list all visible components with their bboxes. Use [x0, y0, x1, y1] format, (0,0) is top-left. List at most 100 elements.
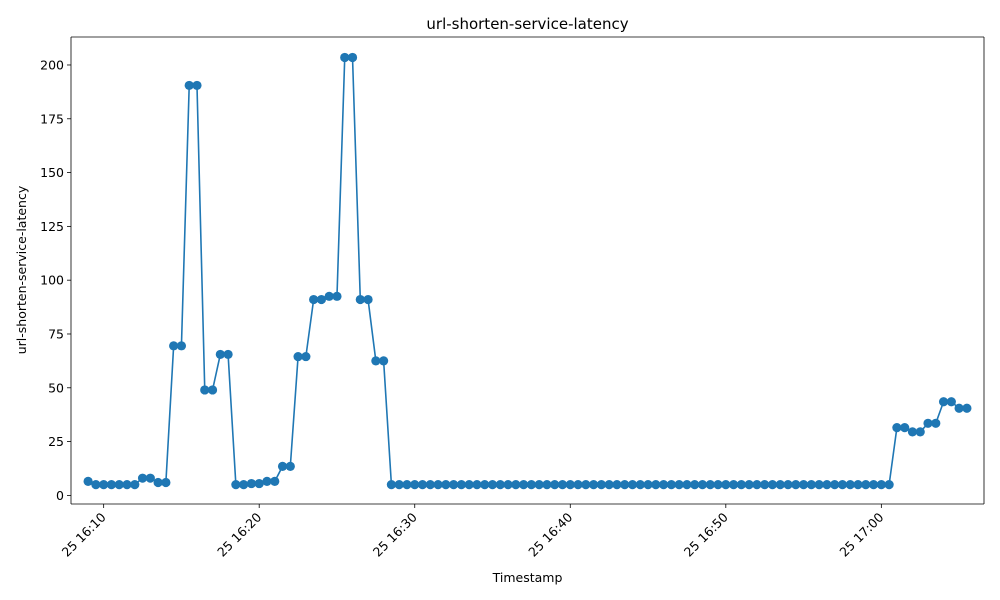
data-point: [713, 480, 723, 490]
data-point: [861, 480, 871, 490]
x-tick-label: 25 17:00: [836, 509, 886, 559]
data-point: [106, 480, 117, 490]
data-point: [783, 480, 793, 490]
y-tick-label: 25: [48, 434, 64, 449]
data-point: [176, 341, 187, 351]
data-point: [285, 461, 295, 471]
data-point: [83, 476, 93, 486]
data-point: [254, 478, 264, 489]
y-tick-label: 50: [48, 380, 64, 395]
data-point: [728, 480, 739, 490]
y-axis: 0 25 50 75 100 125 150 175 200: [40, 57, 71, 503]
data-point: [915, 427, 925, 437]
data-point: [938, 397, 949, 407]
data-point: [845, 480, 855, 490]
data-point: [635, 480, 645, 490]
data-point: [301, 351, 311, 362]
data-point: [137, 473, 148, 483]
plot-area: [71, 37, 984, 504]
data-point: [946, 397, 956, 407]
data-point: [744, 480, 754, 490]
data-point: [277, 461, 288, 471]
data-point: [519, 480, 529, 490]
data-point: [830, 480, 840, 490]
data-point: [309, 294, 319, 305]
y-tick-label: 75: [48, 326, 64, 341]
data-point: [472, 480, 482, 490]
data-point: [456, 480, 466, 490]
data-point: [674, 480, 684, 490]
y-tick-label: 175: [40, 111, 64, 126]
data-point: [767, 480, 778, 490]
data-point: [425, 480, 435, 490]
data-point: [721, 480, 731, 490]
data-point: [145, 473, 155, 483]
data-point: [962, 403, 972, 413]
data-point: [511, 480, 521, 490]
series-markers: [83, 52, 972, 490]
data-point: [363, 294, 373, 305]
data-point: [690, 480, 700, 490]
x-axis: 25 16:10 25 16:20 25 16:30 25 16:40 25 16:50…: [59, 504, 886, 560]
y-tick-label: 200: [40, 57, 64, 72]
data-point: [340, 52, 350, 63]
data-point: [122, 480, 132, 490]
data-point: [215, 349, 225, 360]
data-point: [487, 480, 498, 490]
data-point: [666, 480, 676, 490]
data-point: [822, 480, 832, 490]
data-point: [402, 480, 412, 490]
data-point: [495, 480, 505, 490]
data-point: [589, 480, 599, 490]
data-point: [347, 52, 358, 63]
data-point: [153, 477, 163, 488]
data-point: [270, 476, 280, 486]
data-point: [892, 423, 902, 433]
data-point: [837, 480, 848, 490]
data-point: [207, 385, 218, 395]
data-point: [923, 418, 933, 428]
data-point: [565, 480, 575, 490]
data-point: [620, 480, 630, 490]
data-point: [931, 418, 941, 428]
data-point: [441, 480, 451, 490]
data-point: [231, 480, 241, 490]
data-point: [379, 356, 389, 366]
data-point: [876, 480, 886, 490]
y-tick-label: 0: [56, 488, 64, 503]
data-point: [433, 480, 443, 490]
data-point: [736, 480, 746, 490]
x-tick-label: 25 16:30: [370, 509, 420, 559]
data-point: [192, 80, 202, 91]
data-point: [262, 476, 272, 486]
x-tick-label: 25 16:40: [525, 509, 575, 559]
data-point: [651, 480, 661, 490]
data-point: [853, 480, 863, 490]
data-point: [410, 480, 420, 490]
data-point: [293, 351, 303, 362]
y-tick-label: 100: [40, 273, 64, 288]
data-point: [332, 291, 342, 301]
data-point: [464, 480, 474, 490]
chart-title: url-shorten-service-latency: [426, 15, 628, 33]
data-point: [324, 291, 334, 301]
data-point: [868, 480, 879, 490]
data-point: [596, 480, 606, 490]
y-tick-label: 125: [40, 219, 64, 234]
data-point: [612, 480, 622, 490]
data-point: [371, 356, 381, 366]
data-point: [643, 480, 653, 490]
data-point: [907, 427, 918, 437]
data-point: [752, 480, 762, 490]
data-point: [798, 480, 809, 490]
data-point: [791, 480, 801, 490]
x-tick-label: 25 16:20: [214, 509, 264, 559]
data-point: [239, 480, 249, 490]
x-axis-label: Timestamp: [492, 570, 563, 585]
data-point: [550, 480, 560, 490]
y-axis-label: url-shorten-service-latency: [14, 185, 29, 354]
data-point: [900, 423, 910, 433]
data-point: [503, 480, 513, 490]
data-point: [223, 349, 233, 360]
